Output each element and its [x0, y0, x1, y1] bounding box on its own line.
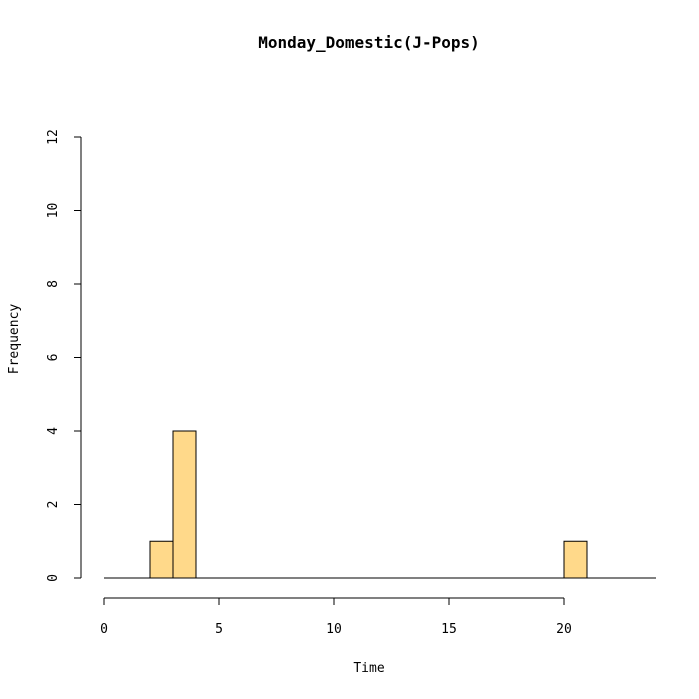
x-tick-label: 10: [326, 622, 342, 637]
histogram-bar: [172, 430, 197, 579]
x-tick-label: 0: [100, 622, 108, 637]
y-tick-label: 6: [46, 354, 61, 362]
chart-title: Monday_Domestic(J-Pops): [258, 33, 480, 52]
histogram-bar: [563, 540, 588, 579]
y-tick-label: 2: [46, 501, 61, 509]
histogram-bar: [149, 540, 174, 579]
y-axis: 0 2 4 6 8 10 12: [46, 129, 82, 582]
y-tick-label: 0: [46, 574, 61, 582]
x-axis-label: Time: [353, 661, 384, 676]
x-tick-label: 20: [556, 622, 572, 637]
y-tick-label: 4: [46, 427, 61, 435]
x-axis: 0 5 10 15 20: [100, 597, 572, 637]
y-tick-label: 12: [46, 129, 61, 145]
bars-group: [104, 430, 656, 579]
y-tick-label: 8: [46, 280, 61, 288]
x-tick-label: 15: [441, 622, 457, 637]
y-tick-label: 10: [46, 203, 61, 219]
x-tick-label: 5: [215, 622, 223, 637]
y-axis-label: Frequency: [7, 304, 22, 375]
